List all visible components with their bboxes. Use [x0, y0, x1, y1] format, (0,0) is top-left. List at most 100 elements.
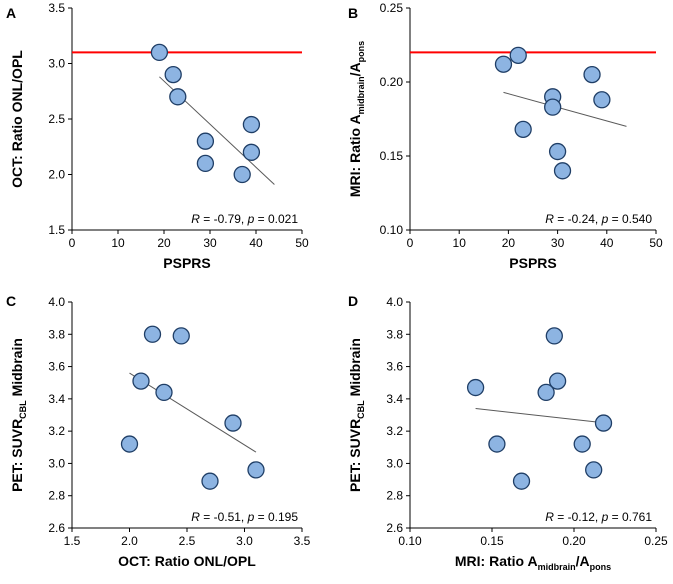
- data-point: [488, 435, 506, 453]
- x-axis-label: MRI: Ratio Amidbrain/Apons: [455, 553, 611, 572]
- y-tick-label: 2.8: [48, 489, 65, 503]
- y-tick-label: 2.5: [48, 112, 65, 126]
- y-axis-label: MRI: Ratio Amidbrain/Apons: [347, 41, 366, 197]
- data-point: [573, 435, 591, 453]
- stat-annotation: R = -0.24, p = 0.540: [545, 212, 652, 226]
- y-tick-label: 3.6: [386, 360, 403, 374]
- data-point: [120, 435, 139, 453]
- x-tick-label: 40: [600, 236, 614, 250]
- data-point: [143, 325, 162, 343]
- y-tick-label: 1.5: [48, 223, 65, 237]
- data-point: [247, 461, 265, 479]
- panel-label: C: [6, 293, 16, 309]
- y-tick-label: 0.15: [380, 149, 404, 163]
- data-point: [132, 372, 150, 390]
- stat-annotation: R = -0.51, p = 0.195: [191, 510, 298, 524]
- x-tick-label: 10: [453, 236, 467, 250]
- y-tick-label: 3.8: [386, 327, 403, 341]
- x-tick-label: 20: [502, 236, 516, 250]
- data-point: [164, 65, 182, 84]
- data-point: [466, 378, 485, 397]
- x-tick-label: 10: [111, 236, 125, 250]
- data-point: [593, 91, 611, 109]
- data-point: [548, 142, 567, 161]
- data-point: [233, 165, 251, 184]
- data-point: [585, 461, 603, 479]
- y-tick-label: 3.2: [48, 424, 65, 438]
- y-tick-label: 3.4: [386, 392, 403, 406]
- x-tick-label: 0.15: [480, 534, 504, 548]
- x-tick-label: 20: [157, 236, 171, 250]
- data-point: [224, 414, 242, 432]
- chart-panel-A: 1.5 2.0 2.5 3.0 3.5 0 10 20 30 40 50 PSPRS OCT: Rati…: [6, 1, 309, 271]
- x-tick-label: 50: [295, 236, 309, 250]
- data-point: [242, 143, 261, 161]
- y-tick-label: 2.6: [48, 521, 65, 535]
- panel-label: B: [348, 5, 358, 21]
- x-tick-label: 0.25: [644, 534, 668, 548]
- data-point: [537, 383, 555, 402]
- y-tick-label: 2.8: [386, 489, 403, 503]
- chart-panel-B: 0.10 0.15 0.20 0.25 0 10 20 30 40 50 PSPRS MRI: Rat…: [347, 1, 663, 271]
- stat-annotation: R = -0.12, p = 0.761: [545, 510, 652, 524]
- data-point: [494, 55, 513, 73]
- x-tick-label: 50: [649, 236, 663, 250]
- data-point: [155, 383, 173, 402]
- trend-line: [503, 91, 627, 127]
- y-tick-label: 3.6: [48, 360, 65, 374]
- chart-panel-D: 2.6 2.8 3.0 3.2 3.4 3.6 3.8 4.0 0.10 0.15 0.20 0.25…: [347, 293, 668, 572]
- x-tick-label: 0: [69, 236, 76, 250]
- data-point: [514, 120, 532, 139]
- panel-label: D: [348, 293, 358, 309]
- y-tick-label: 3.5: [48, 1, 65, 15]
- data-point: [594, 414, 613, 432]
- data-point: [169, 88, 187, 106]
- y-tick-label: 3.8: [48, 327, 65, 341]
- trend-line: [129, 372, 257, 453]
- y-tick-label: 3.0: [386, 456, 403, 470]
- x-axis-label: PSPRS: [163, 255, 210, 271]
- data-point: [509, 46, 527, 65]
- y-axis-label: OCT: Ratio ONL/OPL: [9, 50, 25, 188]
- panel-label: A: [6, 5, 16, 21]
- x-tick-label: 3.0: [236, 534, 253, 548]
- x-tick-label: 1.5: [64, 534, 81, 548]
- x-tick-label: 0.20: [562, 534, 586, 548]
- x-axis-label: OCT: Ratio ONL/OPL: [118, 553, 256, 569]
- y-tick-label: 3.2: [386, 424, 403, 438]
- y-tick-label: 2.6: [386, 521, 403, 535]
- stat-annotation: R = -0.79, p = 0.021: [191, 212, 298, 226]
- data-point: [201, 472, 219, 490]
- y-tick-label: 3.0: [48, 456, 65, 470]
- x-tick-label: 2.5: [179, 534, 196, 548]
- data-point: [553, 162, 572, 180]
- y-tick-label: 4.0: [48, 295, 65, 309]
- data-point: [172, 327, 190, 345]
- data-point: [548, 372, 567, 390]
- y-axis-label: PET: SUVRCBL Midbrain: [347, 338, 366, 492]
- x-tick-label: 0: [407, 236, 414, 250]
- x-tick-label: 40: [249, 236, 263, 250]
- x-tick-label: 0.10: [398, 534, 422, 548]
- x-tick-label: 30: [551, 236, 565, 250]
- trend-line: [475, 408, 607, 424]
- data-point: [196, 132, 215, 150]
- y-tick-label: 2.0: [48, 168, 65, 182]
- y-tick-label: 3.0: [48, 57, 65, 71]
- data-point: [544, 98, 562, 116]
- y-tick-label: 0.20: [380, 75, 404, 89]
- data-point: [196, 154, 215, 173]
- chart-panel-C: 2.6 2.8 3.0 3.2 3.4 3.6 3.8 4.0 1.5 2.0 2.5 3.0 3.5 O…: [6, 293, 311, 569]
- y-tick-label: 0.10: [380, 223, 404, 237]
- data-point: [242, 115, 261, 134]
- x-tick-label: 30: [203, 236, 217, 250]
- y-tick-label: 3.4: [48, 392, 65, 406]
- y-tick-label: 4.0: [386, 295, 403, 309]
- y-axis-label: PET: SUVRCBL Midbrain: [9, 338, 28, 492]
- y-tick-label: 0.25: [380, 1, 404, 15]
- data-point: [545, 327, 563, 345]
- x-axis-label: PSPRS: [509, 255, 556, 271]
- data-point: [583, 65, 601, 84]
- data-point: [150, 43, 169, 62]
